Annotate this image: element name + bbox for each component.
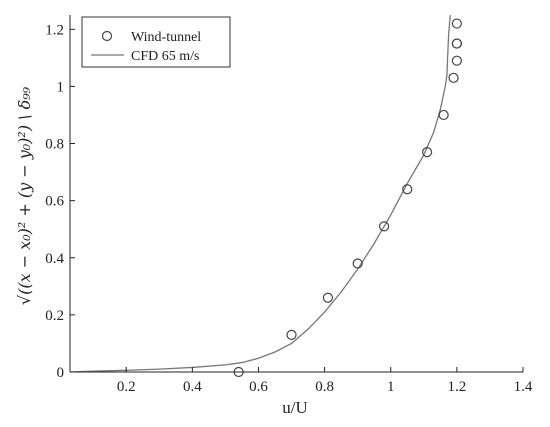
data-point-wind-tunnel bbox=[286, 329, 297, 340]
data-point-wind-tunnel bbox=[451, 55, 462, 66]
axes-layer: 0.2 0.4 0.6 0.8 1 1.2 1.4 0 0.2 0.4 0.6 0.8 1 1.2 bbox=[45, 15, 533, 395]
x-tick-label: 0.4 bbox=[183, 379, 202, 395]
plot-layer bbox=[69, 14, 462, 378]
data-point-wind-tunnel bbox=[438, 109, 449, 121]
x-tick-label: 0.2 bbox=[117, 379, 136, 395]
y-tick-label: 0.2 bbox=[45, 308, 64, 324]
data-point-wind-tunnel bbox=[422, 146, 433, 158]
data-point-wind-tunnel bbox=[451, 38, 462, 49]
y-tick-label: 1 bbox=[57, 79, 65, 95]
y-tick-label: 0.4 bbox=[45, 251, 64, 267]
legend-marker-wind-tunnel bbox=[101, 30, 113, 42]
data-point-wind-tunnel bbox=[379, 221, 390, 232]
x-tick-label: 1.4 bbox=[514, 379, 533, 395]
x-axis-label: u/U bbox=[282, 398, 308, 417]
x-tick-label: 0.6 bbox=[249, 379, 268, 395]
data-point-wind-tunnel bbox=[402, 184, 413, 195]
series-line-cfd bbox=[69, 14, 451, 373]
y-tick-label: 0.6 bbox=[45, 194, 64, 210]
data-point-wind-tunnel bbox=[322, 292, 334, 303]
data-point-wind-tunnel bbox=[451, 18, 462, 29]
y-axis-label: √((x − x₀)² + (y − y₀)²) \ δ₉₉ bbox=[15, 86, 34, 305]
legend-label-wind-tunnel: Wind-tunnel bbox=[131, 30, 201, 45]
y-tick-label: 0 bbox=[57, 365, 65, 381]
legend-box bbox=[81, 16, 231, 68]
x-tick-label: 1 bbox=[387, 379, 395, 395]
x-tick-label: 1.2 bbox=[447, 379, 466, 395]
data-point-wind-tunnel bbox=[448, 72, 459, 83]
legend-label-cfd: CFD 65 m/s bbox=[131, 49, 199, 64]
x-tick-label: 0.8 bbox=[315, 379, 334, 395]
data-point-wind-tunnel bbox=[352, 258, 363, 269]
y-tick-label: 0.8 bbox=[45, 137, 64, 153]
legend: Wind-tunnel CFD 65 m/s bbox=[81, 16, 231, 68]
y-tick-label: 1.2 bbox=[45, 22, 64, 38]
